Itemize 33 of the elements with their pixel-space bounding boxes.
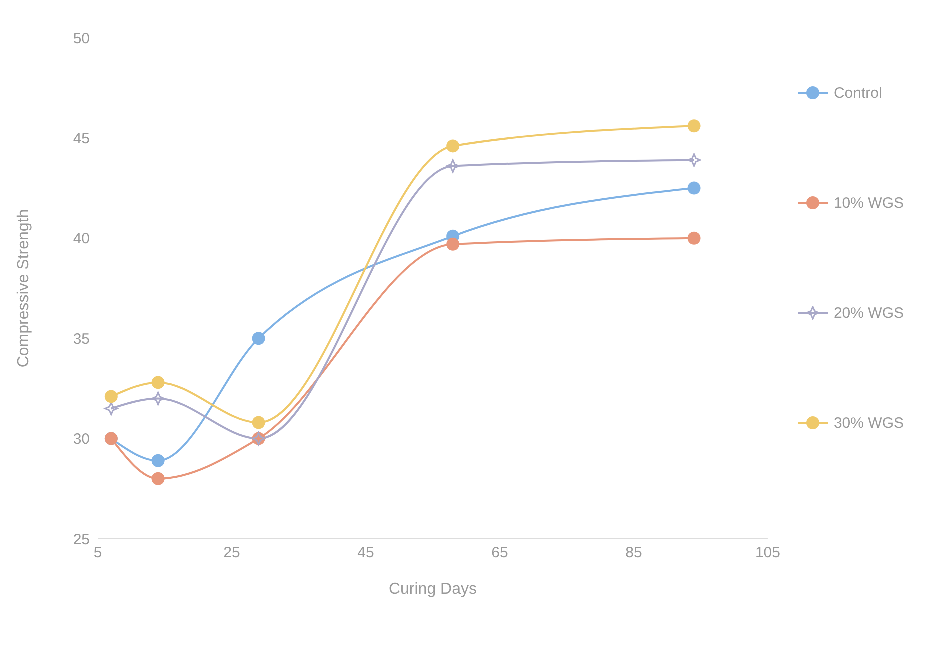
point xyxy=(688,232,701,245)
x-tick-label: 105 xyxy=(755,544,780,562)
point xyxy=(152,454,165,468)
point xyxy=(104,402,118,416)
point xyxy=(688,120,701,133)
point xyxy=(104,390,118,404)
legend-label: 10% WGS xyxy=(834,194,904,212)
point xyxy=(446,160,460,174)
legend-label: Control xyxy=(834,84,882,102)
y-tick-label: 40 xyxy=(73,230,90,248)
legend-label: 20% WGS xyxy=(834,304,904,322)
point xyxy=(152,472,165,486)
point xyxy=(446,140,460,153)
point xyxy=(152,392,166,406)
x-axis-title: Curing Days xyxy=(388,581,477,598)
point xyxy=(446,238,460,251)
point xyxy=(152,376,165,390)
y-axis-title: Compressive Strength xyxy=(16,209,33,368)
point xyxy=(252,416,266,430)
point xyxy=(688,153,702,167)
y-tick-label: 25 xyxy=(73,531,90,548)
point xyxy=(688,182,701,195)
x-tick-label: 85 xyxy=(626,544,642,562)
x-tick-label: 5 xyxy=(94,544,102,562)
y-tick-label: 30 xyxy=(73,431,90,448)
y-tick-label: 35 xyxy=(73,330,90,348)
y-tick-label: 45 xyxy=(73,130,90,148)
x-tick-label: 65 xyxy=(492,544,508,562)
legend-label: 30% WGS xyxy=(834,414,904,432)
x-tick-label: 25 xyxy=(224,544,240,562)
x-tick-label: 45 xyxy=(358,544,374,562)
point xyxy=(252,332,266,346)
y-tick-label: 50 xyxy=(73,30,90,48)
